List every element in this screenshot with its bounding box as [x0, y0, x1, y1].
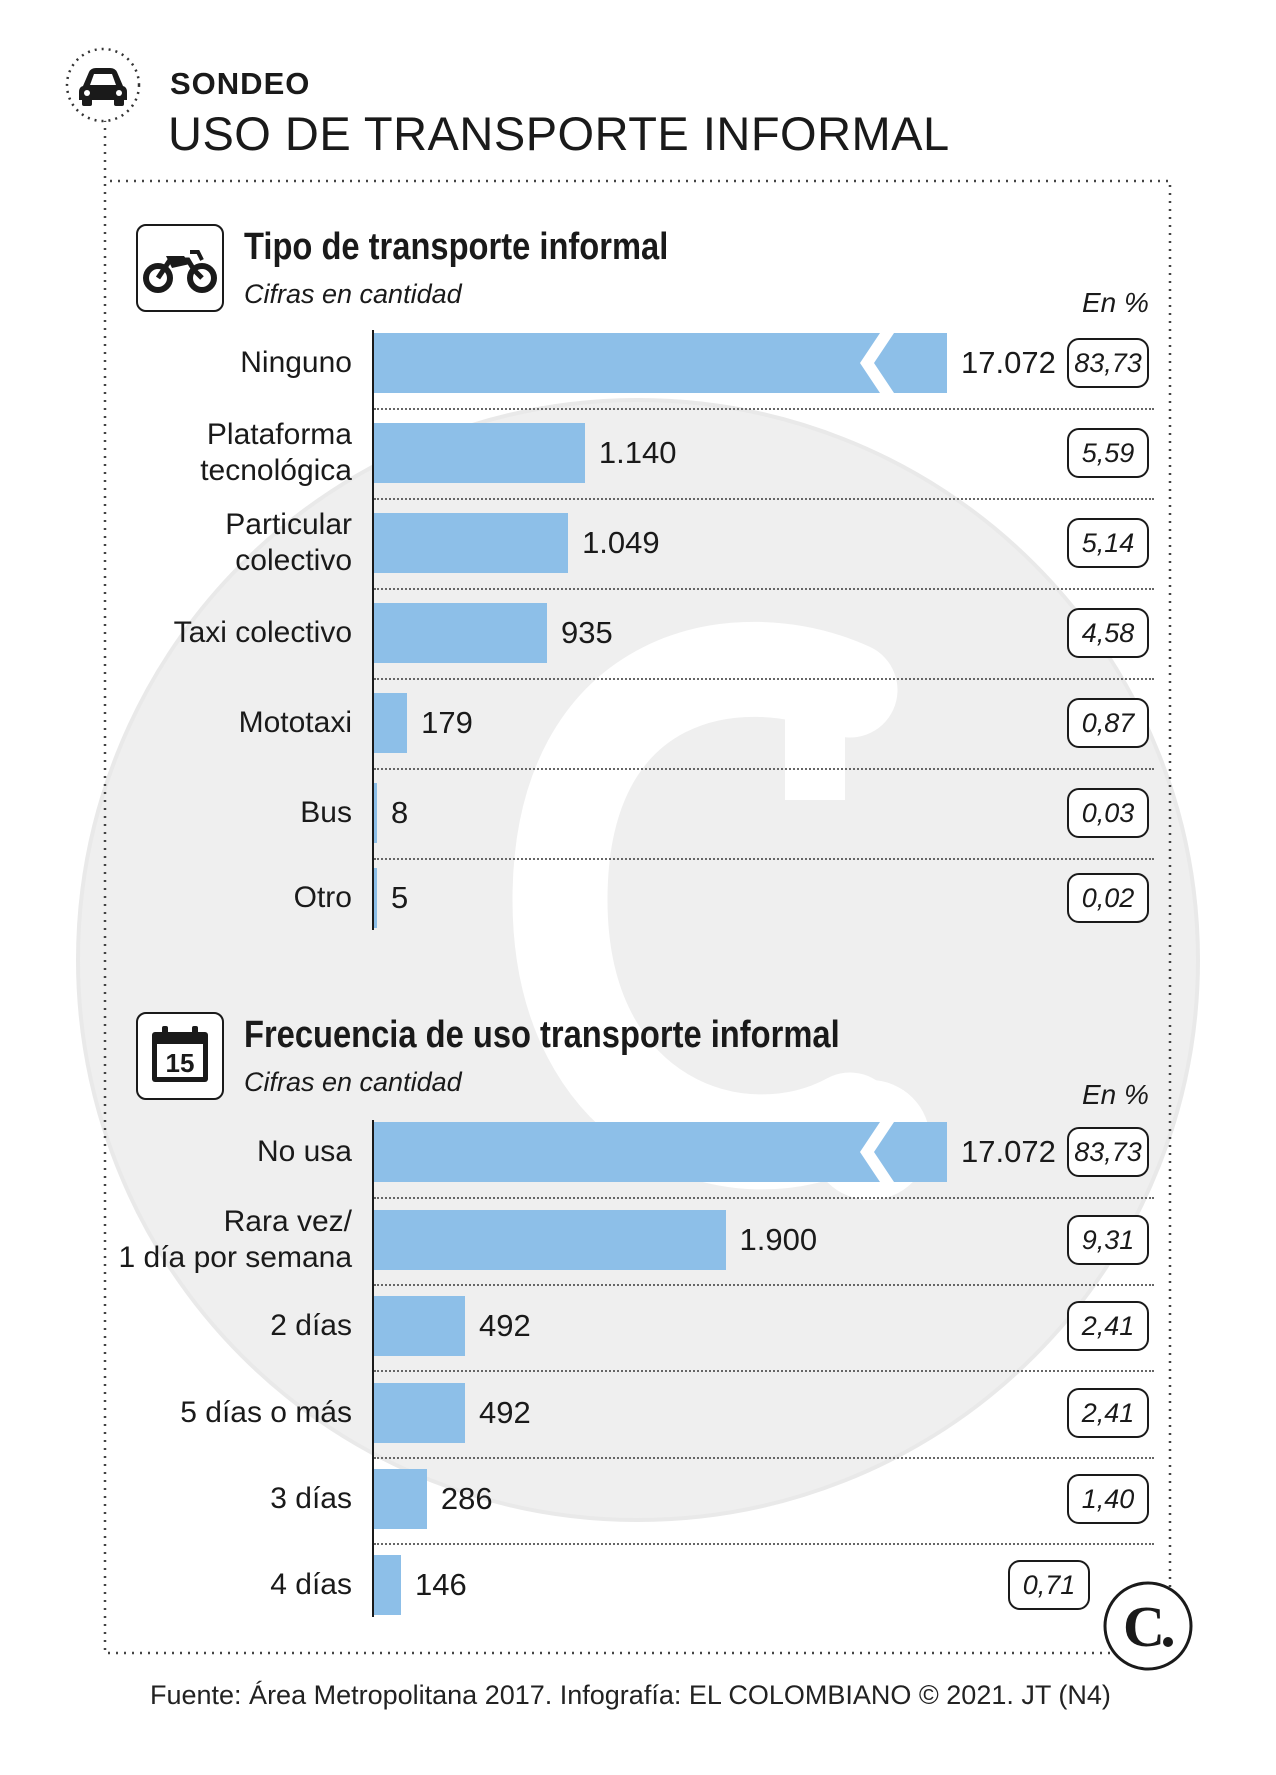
chart1-value-label: 1.140 — [598, 435, 677, 470]
chart1-bar — [374, 423, 585, 483]
chart1-category-label: Bus — [300, 796, 352, 829]
chart1-bar — [374, 333, 947, 393]
chart2-category-label: 3 días — [270, 1482, 352, 1515]
chart2-category-label: 5 días o más — [180, 1396, 352, 1429]
calendar-icon-box: 15 — [136, 1012, 224, 1100]
chart1-percent-label: 4,58 — [1067, 608, 1149, 658]
chart1-row-separator — [374, 858, 1154, 860]
chart1-value-label: 935 — [560, 615, 613, 650]
chart2-bar — [374, 1210, 726, 1270]
chart1-row-separator — [374, 768, 1154, 770]
chart1-title: Tipo de transporte informal — [244, 226, 669, 268]
chart2-row-separator — [374, 1543, 1154, 1545]
chart1-value-label: 1.049 — [582, 525, 660, 560]
svg-text:15: 15 — [166, 1048, 195, 1078]
chart1-value-label: 17.072 — [961, 345, 1056, 380]
chart1-percent-label: 0,02 — [1067, 873, 1149, 923]
motorcycle-icon-box — [136, 224, 224, 312]
chart2-value-label: 492 — [479, 1395, 531, 1430]
chart2-percent-label: 0,71 — [1008, 1560, 1090, 1610]
chart2-value-label: 286 — [440, 1481, 493, 1516]
motorcycle-icon — [143, 250, 217, 293]
kicker: SONDEO — [170, 66, 311, 101]
chart2-bar — [374, 1383, 466, 1443]
chart2-value-label: 17.072 — [961, 1134, 1056, 1169]
svg-text:C: C — [1123, 1594, 1165, 1659]
chart1-percent-label: 5,59 — [1067, 428, 1149, 478]
chart2-percent-label: 9,31 — [1067, 1215, 1149, 1265]
chart2-bar — [374, 1469, 427, 1529]
chart1-category-label: Ninguno — [240, 346, 352, 379]
chart2-category-label: 4 días — [270, 1568, 352, 1601]
chart2-value-label: 1.900 — [739, 1222, 818, 1257]
chart1-row-separator — [374, 408, 1154, 410]
chart2-axis-break — [860, 1122, 894, 1182]
chart2-row-separator — [374, 1370, 1154, 1372]
chart1-category-label: Taxi colectivo — [173, 616, 352, 649]
car-icon — [79, 68, 127, 106]
chart2-percent-label: 1,40 — [1067, 1474, 1149, 1524]
chart2-percent-header: En % — [1082, 1079, 1149, 1110]
source-note: Fuente: Área Metropolitana 2017. Infogra… — [150, 1680, 1111, 1710]
chart2-category-label: Rara vez/ 1 día por semana — [118, 1205, 352, 1274]
chart1-percent-label: 83,73 — [1067, 338, 1149, 388]
el-colombiano-logo: C — [1103, 1581, 1193, 1671]
chart2-subtitle: Cifras en cantidad — [244, 1067, 462, 1097]
chart2-title: Frecuencia de uso transporte informal — [244, 1014, 840, 1056]
chart2-value-label: 492 — [479, 1308, 531, 1343]
chart1-row-separator — [374, 588, 1154, 590]
chart1-row-separator — [374, 678, 1154, 680]
chart1-percent-label: 0,03 — [1067, 788, 1149, 838]
chart1-category-label: Mototaxi — [238, 706, 352, 739]
chart2-row-separator — [374, 1457, 1154, 1459]
page-title: USO DE TRANSPORTE INFORMAL — [168, 107, 950, 160]
chart2-category-label: No usa — [256, 1135, 352, 1168]
chart1-subtitle: Cifras en cantidad — [244, 279, 462, 309]
chart1-category-label: Particular colectivo — [225, 508, 352, 577]
chart2-axis — [372, 1120, 374, 1617]
chart1-axis-break — [860, 333, 894, 393]
chart2-bar — [374, 1122, 947, 1182]
chart2-value-label: 146 — [415, 1567, 467, 1602]
chart2-category-label: 2 días — [270, 1309, 352, 1342]
calendar-icon: 15 — [152, 1026, 208, 1082]
chart1-value-label: 8 — [391, 795, 409, 830]
chart1-percent-header: En % — [1082, 287, 1149, 318]
chart1-axis — [372, 330, 374, 930]
chart1-bar — [374, 603, 547, 663]
chart2-bar — [374, 1296, 466, 1356]
chart1-percent-label: 5,14 — [1067, 518, 1149, 568]
chart1-category-label: Plataforma tecnológica — [200, 418, 352, 487]
chart1-bar — [374, 868, 377, 928]
chart1-bar — [374, 783, 377, 843]
chart2-row-separator — [374, 1197, 1154, 1199]
chart2-row-separator — [374, 1284, 1154, 1286]
chart1-row-separator — [374, 498, 1154, 500]
chart1-bar — [374, 513, 569, 573]
chart1-bar — [374, 693, 408, 753]
chart1-value-label: 179 — [421, 705, 473, 740]
chart2-percent-label: 2,41 — [1067, 1301, 1149, 1351]
chart1-category-label: Otro — [293, 881, 352, 914]
chart1-value-label: 5 — [391, 880, 409, 915]
chart1-percent-label: 0,87 — [1067, 698, 1149, 748]
chart2-bar — [374, 1555, 401, 1615]
chart2-percent-label: 83,73 — [1067, 1127, 1149, 1177]
chart2-percent-label: 2,41 — [1067, 1388, 1149, 1438]
